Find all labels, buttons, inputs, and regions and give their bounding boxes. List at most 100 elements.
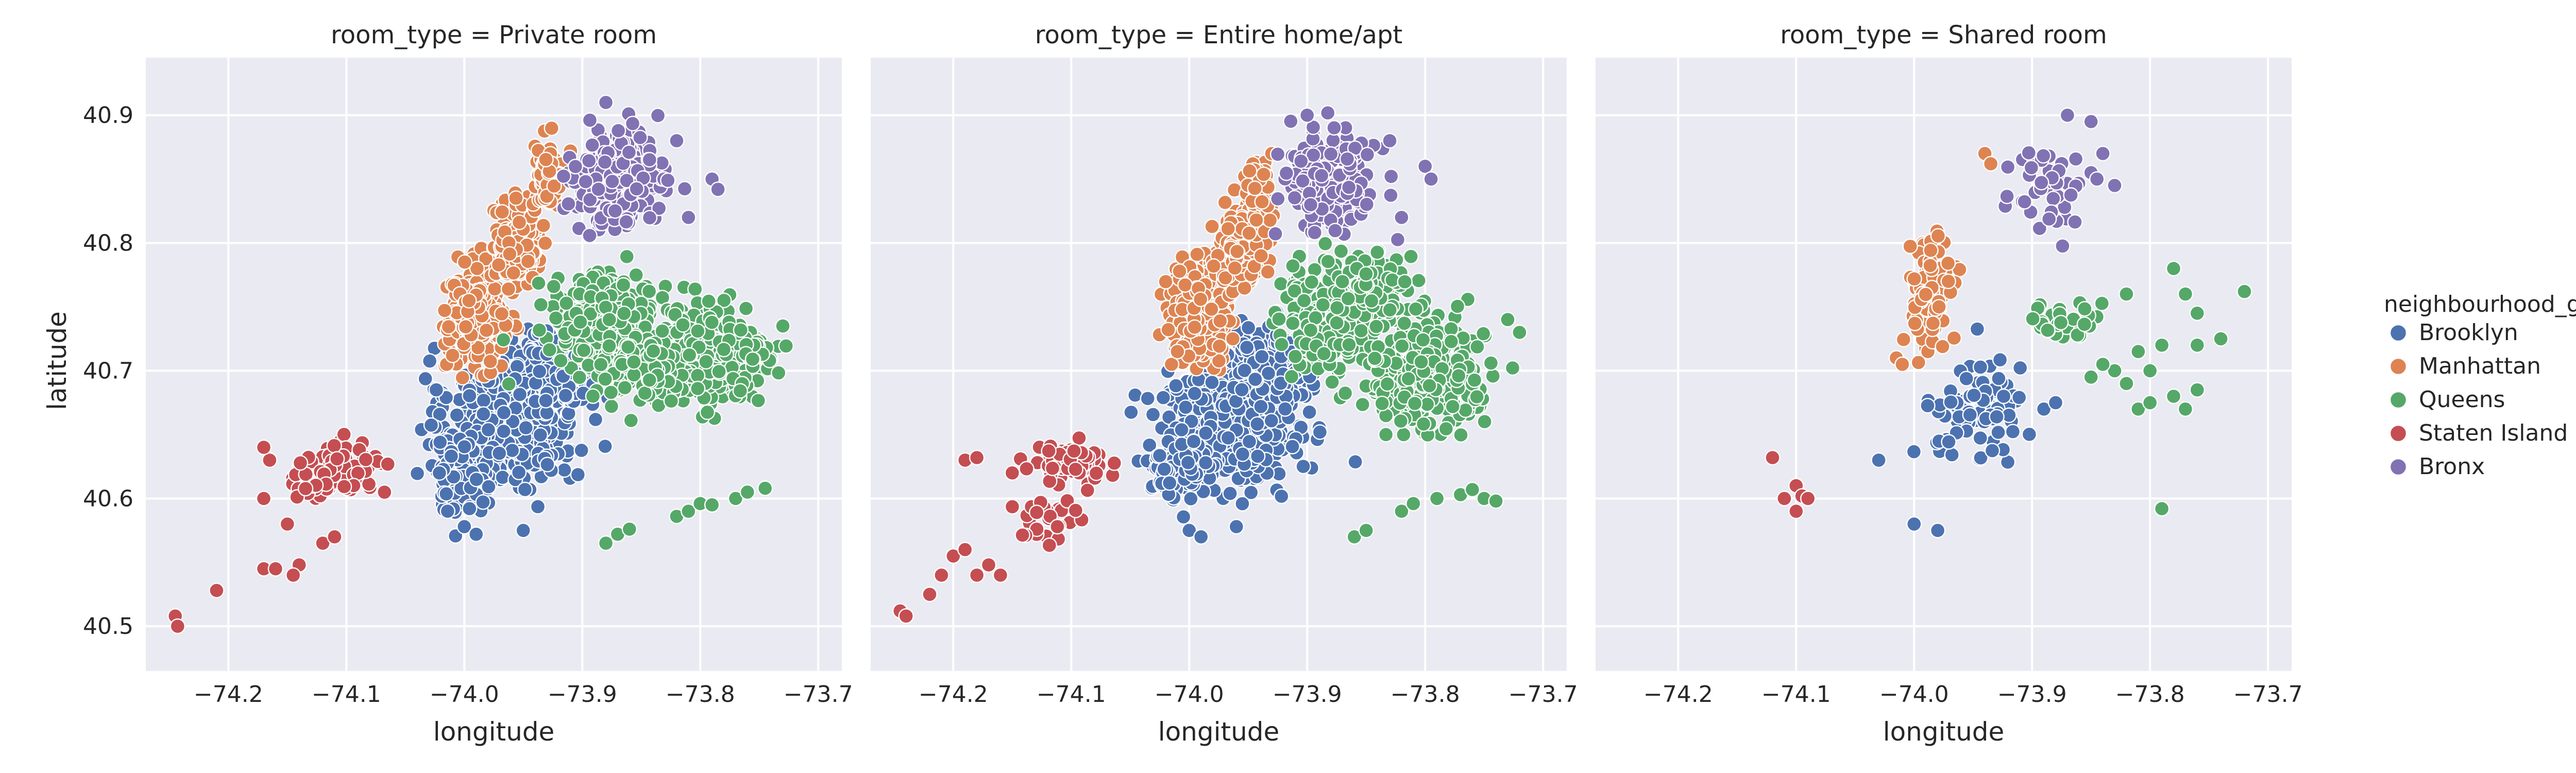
scatter-point bbox=[431, 465, 448, 481]
scatter-point bbox=[1106, 455, 1123, 471]
scatter-point bbox=[592, 357, 609, 373]
scatter-point bbox=[462, 388, 478, 404]
scatter-point bbox=[462, 500, 478, 517]
scatter-point bbox=[641, 283, 657, 299]
scatter-point bbox=[1183, 413, 1199, 429]
scatter-point bbox=[590, 181, 606, 197]
scatter-point bbox=[256, 439, 272, 456]
scatter-point bbox=[1271, 311, 1287, 327]
x-tick-label: −73.7 bbox=[784, 681, 853, 708]
x-tick-label: −74.1 bbox=[1037, 681, 1106, 708]
scatter-point bbox=[1066, 443, 1082, 459]
scatter-point bbox=[1378, 427, 1394, 443]
scatter-point bbox=[327, 529, 343, 545]
scatter-point bbox=[512, 386, 528, 402]
scatter-point bbox=[1067, 502, 1084, 518]
scatter-point bbox=[575, 342, 592, 358]
scatter-point bbox=[699, 404, 716, 421]
scatter-point bbox=[619, 248, 635, 265]
scatter-point bbox=[1158, 274, 1174, 290]
panel-2: −74.2 −74.1 −74.0 −73.9 −73.8 −73.7longituder… bbox=[871, 21, 1578, 747]
scatter-point bbox=[1067, 461, 1083, 477]
scatter-point bbox=[1284, 439, 1300, 455]
scatter-point bbox=[701, 293, 717, 309]
scatter-point bbox=[732, 383, 749, 399]
scatter-point bbox=[620, 339, 636, 355]
scatter-point bbox=[1303, 274, 1320, 290]
scatter-point bbox=[1227, 260, 1243, 276]
scatter-point bbox=[533, 297, 549, 313]
scatter-point bbox=[770, 365, 787, 381]
scatter-point bbox=[1359, 146, 1376, 163]
scatter-point bbox=[1368, 318, 1384, 334]
x-axis-label: longitude bbox=[1158, 717, 1280, 747]
scatter-point bbox=[1254, 349, 1270, 365]
scatter-point bbox=[494, 306, 510, 322]
scatter-point bbox=[578, 174, 594, 190]
scatter-point bbox=[361, 476, 377, 492]
scatter-point bbox=[1277, 401, 1293, 417]
scatter-point bbox=[654, 323, 670, 339]
scatter-point bbox=[449, 407, 465, 423]
scatter-point bbox=[641, 152, 658, 168]
scatter-point bbox=[681, 209, 697, 226]
scatter-point bbox=[618, 214, 634, 230]
scatter-point bbox=[456, 254, 473, 270]
scatter-point bbox=[603, 398, 620, 414]
scatter-point bbox=[1145, 407, 1161, 423]
scatter-point bbox=[1041, 537, 1058, 553]
scatter-point bbox=[651, 200, 667, 216]
scatter-point bbox=[478, 322, 495, 339]
scatter-point bbox=[598, 94, 614, 111]
scatter-point bbox=[1320, 254, 1336, 270]
scatter-point bbox=[1225, 331, 1241, 347]
scatter-point bbox=[1189, 246, 1205, 262]
scatter-point bbox=[1256, 166, 1272, 182]
scatter-point bbox=[1241, 433, 1258, 450]
scatter-point bbox=[1333, 243, 1349, 259]
scatter-point bbox=[380, 456, 396, 472]
scatter-point bbox=[1394, 209, 1410, 226]
scatter-point bbox=[1197, 455, 1214, 471]
y-tick-label: 40.6 bbox=[83, 485, 133, 512]
scatter-point bbox=[597, 154, 613, 170]
scatter-point bbox=[1220, 430, 1236, 446]
scatter-point bbox=[969, 449, 985, 466]
scatter-point bbox=[980, 557, 997, 573]
scatter-point bbox=[689, 380, 706, 397]
scatter-point bbox=[1367, 350, 1383, 366]
scatter-point bbox=[501, 376, 517, 392]
scatter-point bbox=[1382, 302, 1398, 318]
scatter-point bbox=[1358, 523, 1374, 539]
scatter-point bbox=[1466, 372, 1483, 388]
scatter-point bbox=[637, 385, 653, 401]
scatter-point bbox=[1193, 529, 1209, 545]
scatter-point bbox=[297, 480, 314, 497]
scatter-point bbox=[1247, 371, 1263, 388]
scatter-point bbox=[1204, 219, 1220, 234]
scatter-point bbox=[1204, 374, 1220, 391]
scatter-point bbox=[1324, 374, 1340, 390]
x-tick-label: −73.8 bbox=[1391, 681, 1460, 708]
scatter-point bbox=[456, 439, 472, 455]
scatter-point bbox=[482, 354, 498, 369]
scatter-point bbox=[544, 120, 560, 137]
scatter-point bbox=[1248, 212, 1264, 228]
scatter-point bbox=[582, 112, 598, 128]
scatter-point bbox=[1445, 398, 1461, 415]
scatter-point bbox=[518, 419, 534, 436]
scatter-point bbox=[1415, 332, 1431, 348]
scatter-point bbox=[1469, 389, 1485, 405]
scatter-point bbox=[922, 586, 938, 602]
scatter-point bbox=[1512, 324, 1528, 341]
scatter-point bbox=[1249, 448, 1266, 464]
scatter-point bbox=[573, 442, 589, 459]
scatter-point bbox=[1071, 430, 1087, 446]
scatter-point bbox=[1483, 355, 1499, 371]
scatter-point bbox=[1185, 433, 1202, 449]
scatter-point bbox=[669, 132, 685, 149]
scatter-point bbox=[1415, 416, 1432, 432]
scatter-point bbox=[209, 582, 225, 599]
scatter-point bbox=[1312, 424, 1328, 440]
